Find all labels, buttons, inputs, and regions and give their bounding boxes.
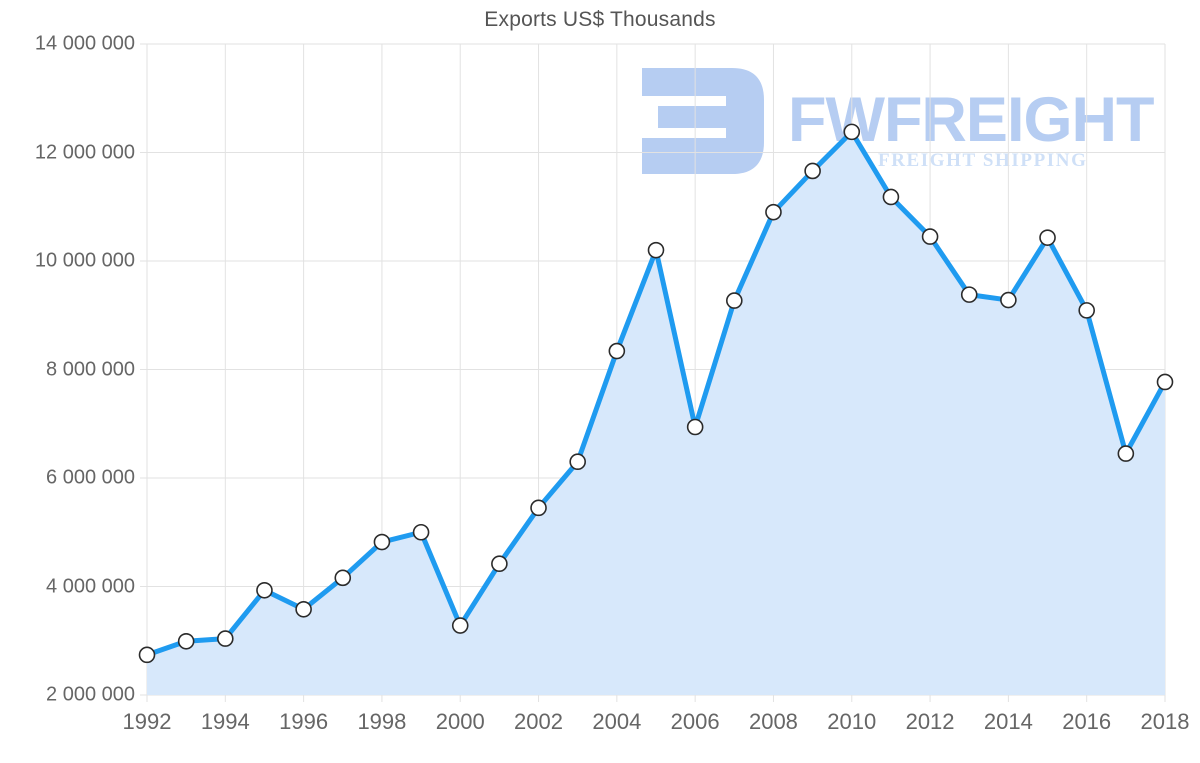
data-point-marker[interactable]: [295, 600, 312, 618]
x-axis-tick-label: 2012: [905, 709, 955, 734]
data-point-marker[interactable]: [256, 581, 273, 599]
y-axis-tick-label: 2 000 000: [46, 683, 135, 706]
data-markers: [138, 123, 1174, 664]
data-point-marker[interactable]: [686, 418, 704, 436]
data-point-marker[interactable]: [373, 533, 391, 551]
x-axis-tick-label: 2006: [670, 709, 720, 734]
y-axis-tick-label: 12 000 000: [34, 141, 135, 163]
x-axis-tick-label: 2002: [514, 709, 564, 734]
y-axis-tick-label: 10 000 000: [34, 249, 135, 272]
x-axis-tick-label: 1996: [279, 709, 329, 734]
x-axis-tick-label: 1992: [122, 709, 172, 734]
x-axis-tick-label: 2014: [983, 709, 1033, 734]
x-axis-tick-label: 2016: [1062, 709, 1112, 734]
x-axis-tick-label: 2010: [827, 709, 877, 734]
data-point-marker[interactable]: [1039, 229, 1056, 246]
data-point-marker[interactable]: [921, 228, 939, 245]
data-point-marker[interactable]: [647, 241, 665, 259]
data-point-marker[interactable]: [491, 555, 508, 573]
data-point-marker[interactable]: [765, 203, 782, 221]
y-axis-tick-label: 6 000 000: [46, 466, 135, 489]
data-point-marker[interactable]: [334, 569, 352, 587]
data-point-marker[interactable]: [960, 286, 978, 303]
data-point-marker[interactable]: [138, 646, 156, 664]
data-point-marker[interactable]: [217, 630, 234, 647]
chart-title: Exports US$ Thousands: [484, 8, 716, 31]
x-axis-tick-label: 1994: [200, 709, 250, 734]
x-axis-tick-label: 1998: [357, 709, 407, 734]
y-axis-tick-label: 8 000 000: [46, 358, 135, 380]
x-axis-tick-label: 2004: [592, 709, 642, 734]
data-point-marker[interactable]: [608, 342, 626, 360]
y-axis-tick-label: 14 000 000: [34, 32, 135, 55]
data-point-marker[interactable]: [530, 499, 547, 517]
data-point-marker[interactable]: [804, 162, 821, 180]
data-point-marker[interactable]: [1000, 291, 1017, 309]
data-point-marker[interactable]: [177, 632, 195, 650]
data-point-marker[interactable]: [1117, 445, 1135, 462]
x-axis-tick-label: 2000: [435, 709, 485, 734]
data-point-marker[interactable]: [1078, 302, 1095, 319]
data-point-marker[interactable]: [412, 523, 430, 541]
data-point-marker[interactable]: [569, 453, 586, 471]
x-axis-tick-label: 2018: [1140, 709, 1190, 734]
area-fill-path: [147, 131, 1165, 695]
area-fill: [147, 131, 1165, 695]
data-point-marker[interactable]: [726, 292, 743, 309]
data-point-marker[interactable]: [843, 123, 861, 141]
x-axis-tick-label: 2008: [748, 709, 798, 734]
data-point-marker[interactable]: [1156, 373, 1174, 391]
y-axis-tick-label: 4 000 000: [46, 575, 135, 597]
data-point-marker[interactable]: [882, 188, 900, 206]
data-point-marker[interactable]: [451, 617, 469, 634]
